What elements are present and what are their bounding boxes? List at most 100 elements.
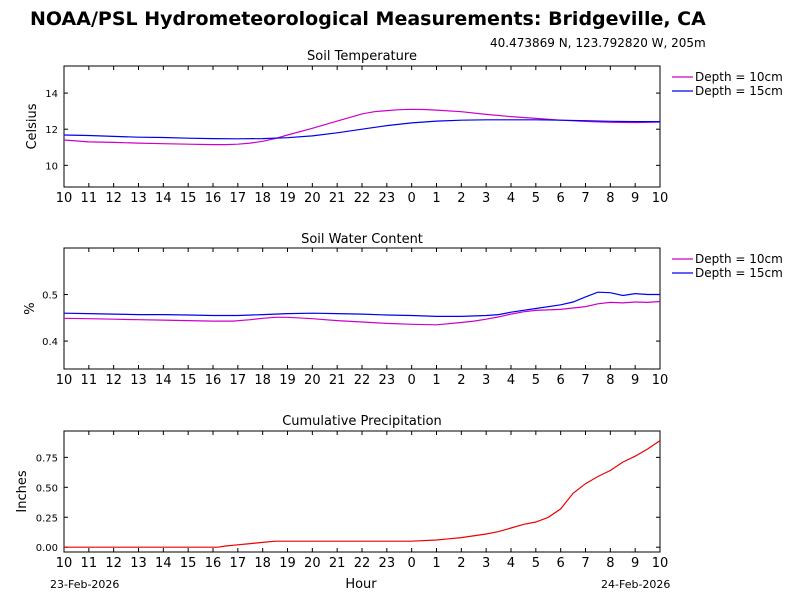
plot-frame [63, 430, 661, 553]
x-tick-label: 15 [180, 191, 197, 206]
y-tick-label: 14 [45, 89, 58, 100]
x-tick-label: 6 [557, 373, 565, 388]
x-tick-label: 10 [652, 191, 669, 206]
x-tick-label: 0 [408, 373, 416, 388]
y-tick-label: 10 [45, 161, 58, 172]
x-tick-label: 0 [408, 191, 416, 206]
x-tick-label: 21 [329, 373, 346, 388]
x-tick-label: 3 [482, 191, 490, 206]
x-tick-label: 8 [606, 191, 614, 206]
y-axis-label: Inches [15, 470, 30, 512]
x-tick-label: 23 [379, 373, 396, 388]
y-tick-label: 0.4 [42, 337, 58, 348]
x-tick-label: 10 [652, 373, 669, 388]
legend-label: Depth = 10cm [695, 70, 783, 84]
x-tick-label: 22 [354, 373, 371, 388]
x-tick-label: 3 [482, 373, 490, 388]
x-tick-label: 10 [56, 373, 73, 388]
x-tick-label: 21 [329, 556, 346, 571]
y-axis-label: % [23, 302, 38, 314]
y-tick-label: 0.00 [36, 543, 58, 554]
x-tick-label: 22 [354, 556, 371, 571]
x-tick-label: 0 [408, 556, 416, 571]
x-tick-label: 20 [304, 556, 321, 571]
legend-label: Depth = 15cm [695, 84, 783, 98]
x-tick-label: 10 [56, 191, 73, 206]
x-tick-label: 8 [606, 556, 614, 571]
x-tick-label: 20 [304, 191, 321, 206]
x-tick-label: 18 [254, 556, 271, 571]
y-tick-label: 0.75 [36, 453, 58, 464]
x-tick-label: 19 [279, 373, 296, 388]
x-tick-label: 9 [631, 191, 639, 206]
x-tick-label: 1 [432, 556, 440, 571]
x-tick-label: 9 [631, 556, 639, 571]
start-date-label: 23-Feb-2026 [50, 578, 120, 591]
station-coordinates: 40.473869 N, 123.792820 W, 205m [490, 36, 706, 50]
x-tick-label: 14 [155, 373, 172, 388]
y-tick-label: 0.25 [36, 513, 58, 524]
x-tick-label: 1 [432, 191, 440, 206]
y-axis-label: Celsius [25, 103, 40, 149]
x-tick-label: 23 [379, 556, 396, 571]
x-tick-label: 21 [329, 191, 346, 206]
x-tick-label: 14 [155, 191, 172, 206]
series-line [64, 440, 661, 548]
x-tick-label: 17 [230, 191, 247, 206]
series-line [63, 300, 661, 326]
x-tick-label: 16 [205, 373, 222, 388]
x-tick-label: 11 [81, 191, 98, 206]
x-tick-label: 2 [457, 373, 465, 388]
legend-label: Depth = 10cm [695, 252, 783, 266]
x-tick-label: 2 [457, 191, 465, 206]
x-tick-label: 10 [56, 556, 73, 571]
x-tick-label: 19 [279, 191, 296, 206]
x-tick-label: 5 [532, 373, 540, 388]
x-tick-label: 9 [631, 373, 639, 388]
x-tick-label: 5 [532, 556, 540, 571]
x-tick-label: 7 [581, 191, 589, 206]
x-tick-label: 16 [205, 556, 222, 571]
x-tick-label: 15 [180, 373, 197, 388]
x-tick-label: 7 [581, 373, 589, 388]
x-tick-label: 14 [155, 556, 172, 571]
page-title: NOAA/PSL Hydrometeorological Measurement… [30, 8, 706, 30]
x-tick-label: 10 [652, 556, 669, 571]
x-tick-label: 15 [180, 556, 197, 571]
legend-label: Depth = 15cm [695, 266, 783, 280]
x-tick-label: 17 [230, 373, 247, 388]
x-tick-label: 16 [205, 191, 222, 206]
y-tick-label: 12 [45, 125, 58, 136]
x-tick-label: 6 [557, 556, 565, 571]
x-tick-label: 4 [507, 191, 515, 206]
x-tick-label: 19 [279, 556, 296, 571]
series-line [63, 108, 661, 146]
series-line [63, 291, 660, 317]
x-tick-label: 4 [507, 373, 515, 388]
x-tick-label: 18 [254, 373, 271, 388]
x-tick-label: 12 [105, 556, 122, 571]
x-tick-label: 13 [130, 191, 147, 206]
x-tick-label: 5 [532, 191, 540, 206]
x-tick-label: 11 [81, 373, 98, 388]
plot-frame [63, 65, 661, 188]
x-tick-label: 18 [254, 191, 271, 206]
x-tick-label: 3 [482, 556, 490, 571]
x-tick-label: 8 [606, 373, 614, 388]
x-tick-label: 11 [81, 556, 98, 571]
x-tick-label: 7 [581, 556, 589, 571]
x-tick-label: 22 [354, 191, 371, 206]
x-axis-label: Hour [345, 577, 377, 592]
x-tick-label: 17 [230, 556, 247, 571]
x-tick-label: 4 [507, 556, 515, 571]
series-line [63, 119, 660, 140]
x-tick-label: 2 [457, 556, 465, 571]
chart-title: Soil Temperature [307, 49, 417, 64]
x-tick-label: 13 [130, 373, 147, 388]
x-tick-label: 1 [432, 373, 440, 388]
chart-title: Cumulative Precipitation [282, 414, 442, 429]
end-date-label: 24-Feb-2026 [601, 578, 671, 591]
x-tick-label: 12 [105, 191, 122, 206]
x-tick-label: 13 [130, 556, 147, 571]
